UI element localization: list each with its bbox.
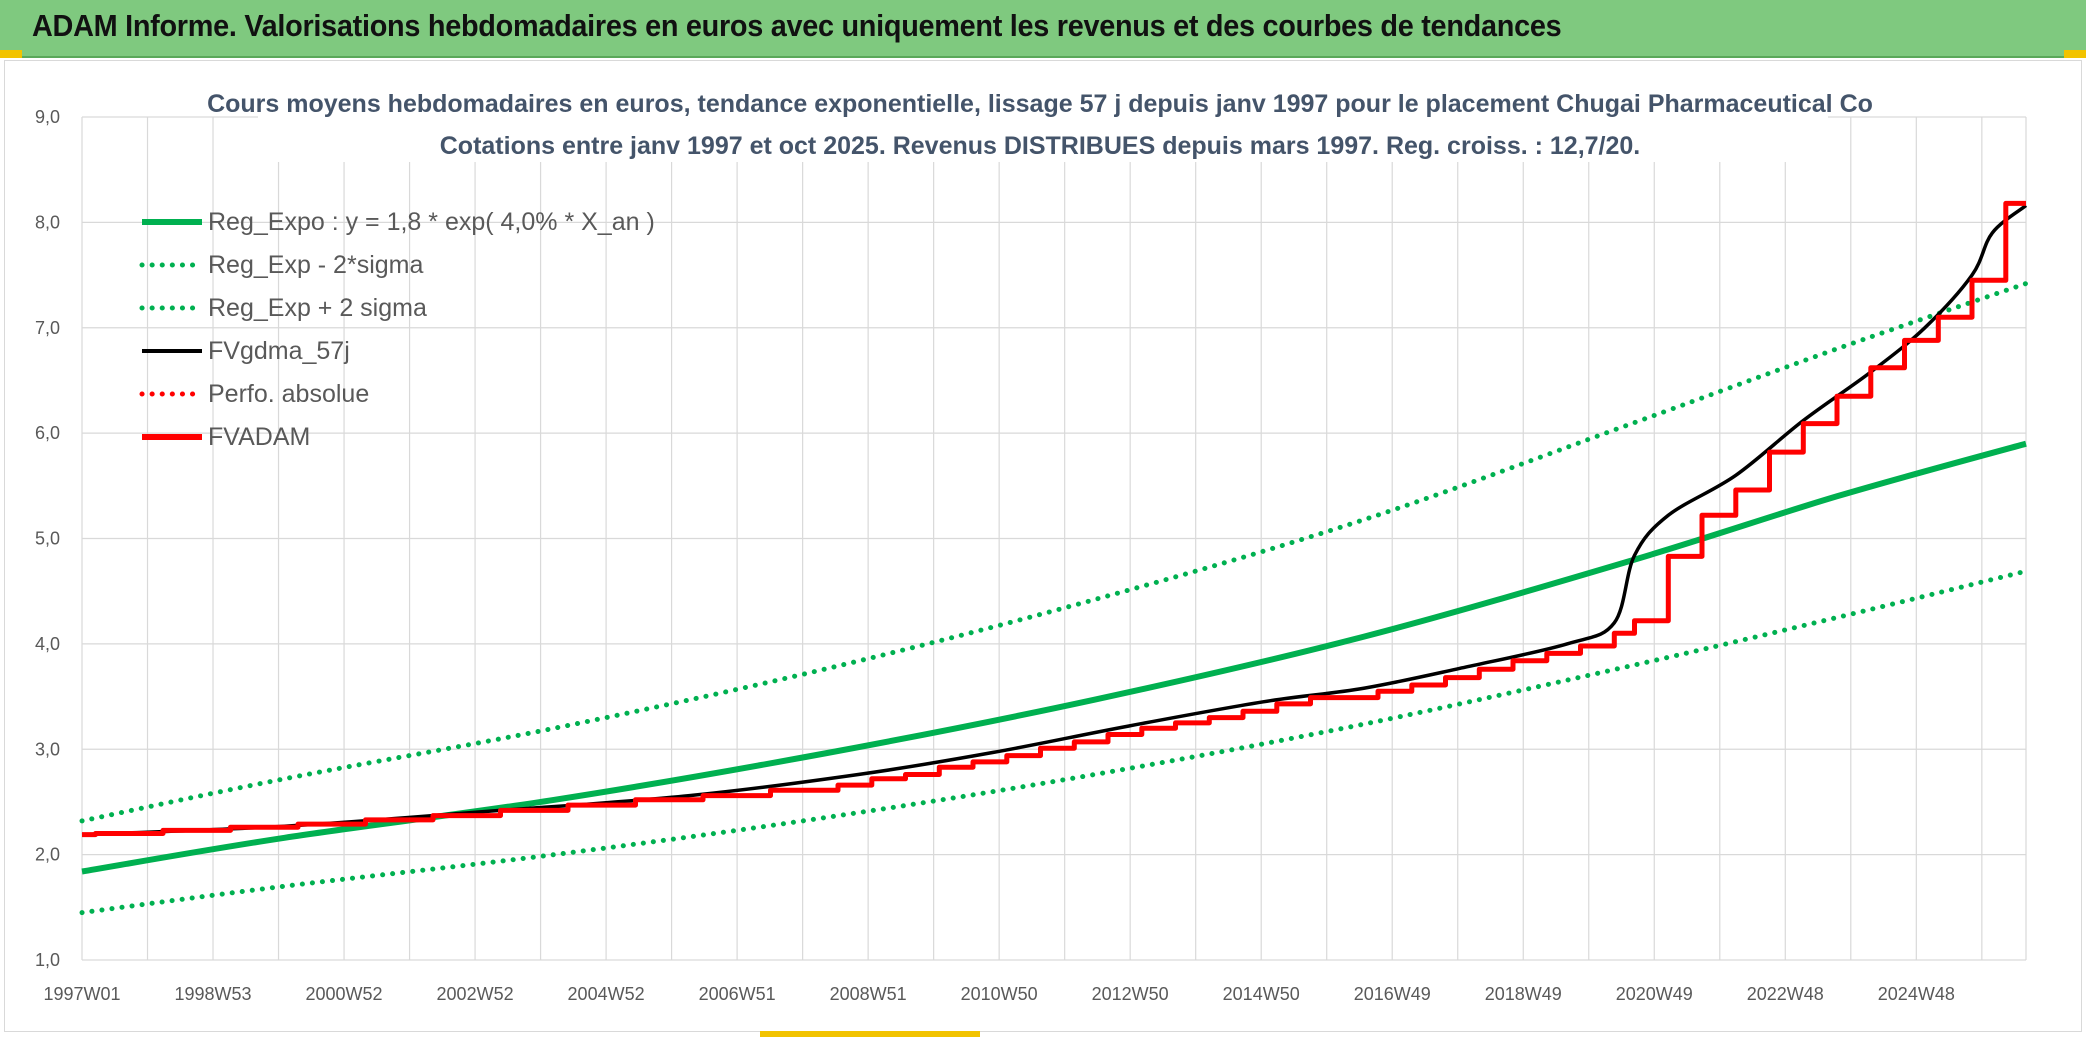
x-tick-label: 2018W49 xyxy=(1485,984,1562,1004)
x-tick-label: 1998W53 xyxy=(174,984,251,1004)
y-axis-ticks: 1,0 2,0 3,0 4,0 5,0 6,0 7,0 8,0 9,0 xyxy=(35,107,60,970)
x-tick-label: 2024W48 xyxy=(1878,984,1955,1004)
banner-title: ADAM Informe. Valorisations hebdomadaire… xyxy=(32,8,1562,43)
legend-label-reg-expo-y-1-8-exp-4-0-x-an: Reg_Expo : y = 1,8 * exp( 4,0% * X_an ) xyxy=(208,208,655,236)
chart-grid xyxy=(81,116,2027,961)
chart-series xyxy=(79,200,2029,916)
chart-subtitle: Cotations entre janv 1997 et oct 2025. R… xyxy=(440,132,1641,160)
x-tick-label: 2002W52 xyxy=(437,984,514,1004)
y-tick-label: 3,0 xyxy=(35,739,60,759)
x-tick-label: 2014W50 xyxy=(1223,984,1300,1004)
header-banner: ADAM Informe. Valorisations hebdomadaire… xyxy=(0,0,2086,58)
y-tick-label: 4,0 xyxy=(35,634,60,654)
series-line-reg-exp-2-sigma xyxy=(79,568,2029,916)
banner-corner-accent-right xyxy=(2064,50,2086,58)
x-tick-label: 2022W48 xyxy=(1747,984,1824,1004)
legend-label-perfo-absolue: Perfo. absolue xyxy=(208,380,369,408)
y-tick-label: 1,0 xyxy=(35,950,60,970)
title-background xyxy=(258,90,1828,162)
x-tick-label: 2008W51 xyxy=(830,984,907,1004)
x-tick-label: 1997W01 xyxy=(43,984,120,1004)
x-tick-label: 2010W50 xyxy=(961,984,1038,1004)
x-tick-label: 2016W49 xyxy=(1354,984,1431,1004)
x-tick-label: 2006W51 xyxy=(699,984,776,1004)
chart-title: Cours moyens hebdomadaires en euros, ten… xyxy=(207,90,1873,118)
series-line-fvadam xyxy=(82,200,2026,838)
bottom-accent-bar xyxy=(760,1031,980,1037)
series-line-reg-expo-y-1-8-exp-4-0-x-an xyxy=(81,440,2027,875)
y-tick-label: 9,0 xyxy=(35,107,60,127)
series-line-reg-exp-2-sigma xyxy=(79,281,2029,824)
y-tick-label: 8,0 xyxy=(35,212,60,232)
x-axis-ticks: 1997W01 1998W53 2000W52 2002W52 2004W52 2006W… xyxy=(43,984,1954,1004)
x-tick-label: 2020W49 xyxy=(1616,984,1693,1004)
legend-label-fvadam: FVADAM xyxy=(208,423,310,451)
y-tick-label: 7,0 xyxy=(35,318,60,338)
legend-label-fvgdma-57j: FVgdma_57j xyxy=(208,337,350,365)
x-tick-label: 2000W52 xyxy=(306,984,383,1004)
legend-label-reg-exp-2-sigma: Reg_Exp + 2 sigma xyxy=(208,294,427,322)
y-tick-label: 6,0 xyxy=(35,423,60,443)
y-tick-label: 2,0 xyxy=(35,845,60,865)
y-tick-label: 5,0 xyxy=(35,529,60,549)
x-tick-label: 2004W52 xyxy=(568,984,645,1004)
chart-legend: Reg_Expo : y = 1,8 * exp( 4,0% * X_an ) R… xyxy=(139,208,655,451)
banner-corner-accent-left xyxy=(0,50,22,58)
legend-label-reg-exp-2-sigma: Reg_Exp - 2*sigma xyxy=(208,251,423,279)
x-tick-label: 2012W50 xyxy=(1092,984,1169,1004)
